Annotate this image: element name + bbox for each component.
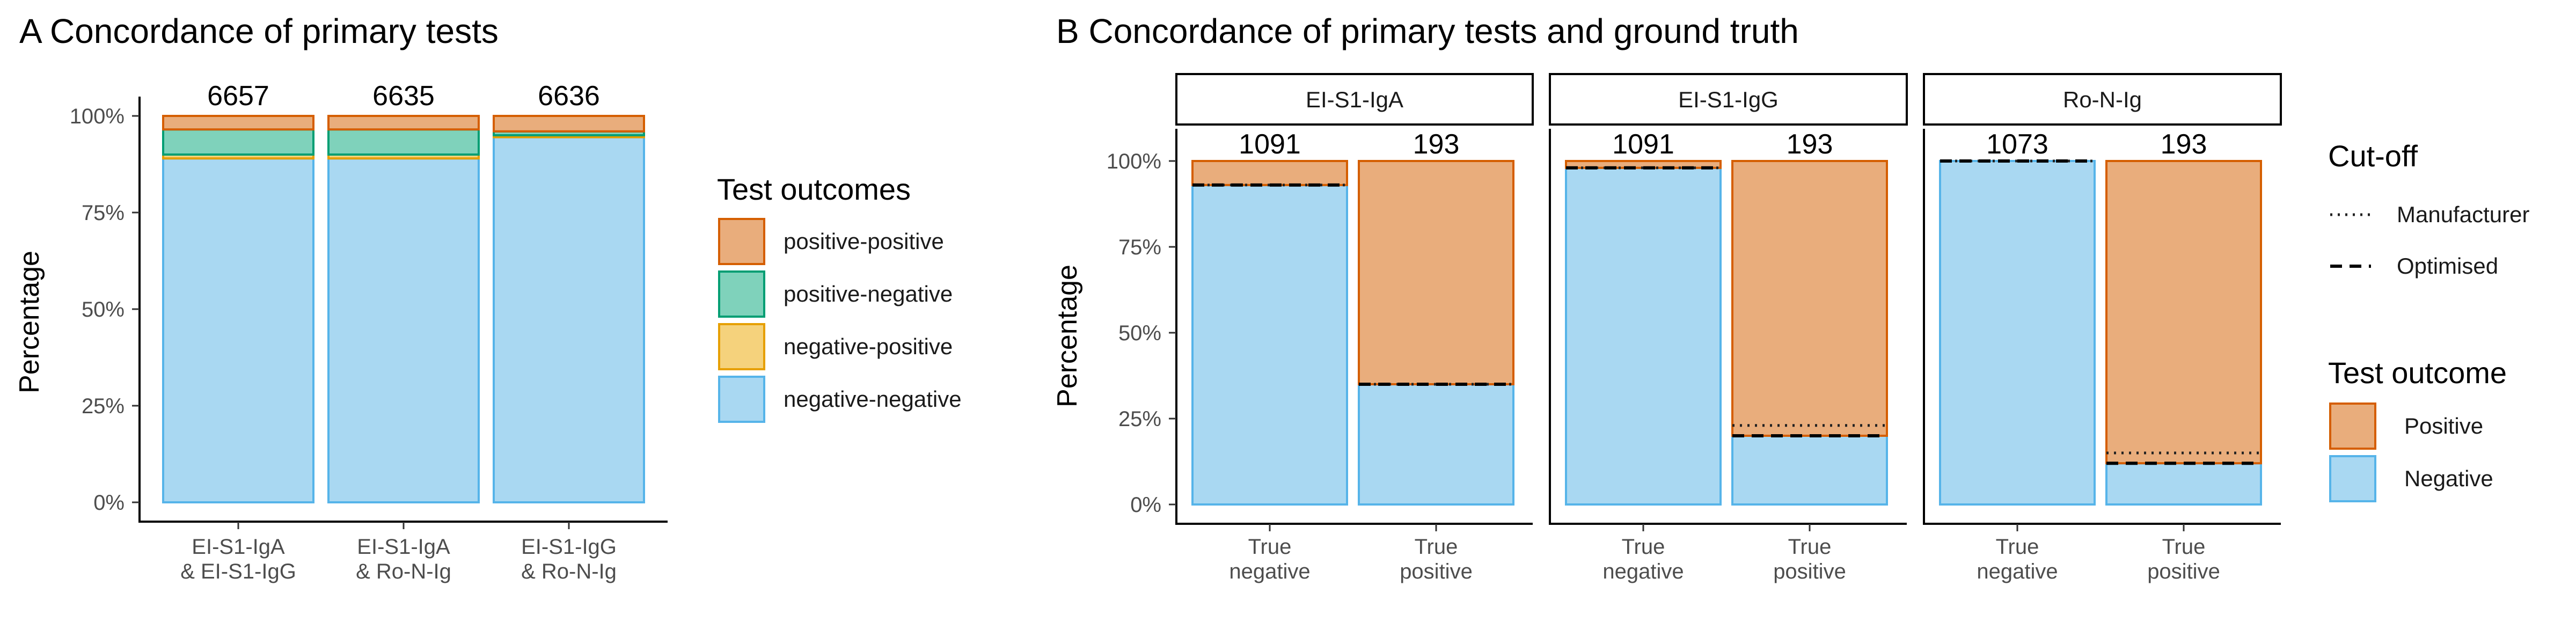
legend-outcome-swatch	[2329, 455, 2376, 502]
bar-segment-positive-positive	[327, 115, 480, 131]
y-tick-label: 50%	[82, 298, 125, 321]
legend-cutoff-title: Cut-off	[2328, 139, 2418, 173]
legend-cutoff-label: Manufacturer	[2397, 202, 2529, 227]
y-tick-label: 25%	[82, 394, 125, 418]
facet-strip-label: EI-S1-IgA	[1306, 87, 1403, 112]
bar-segment-negative-negative	[493, 136, 645, 504]
bar-segment-negative	[2105, 462, 2262, 506]
x-tick-label: True positive	[2147, 535, 2220, 583]
legend-cutoff-label: Optimised	[2397, 253, 2498, 279]
bar-count-label: 6636	[538, 80, 600, 112]
bar-segment-positive	[2105, 160, 2262, 465]
facet-strip	[1923, 73, 2282, 126]
facet-strip	[1175, 73, 1534, 126]
x-tick-label: True positive	[1400, 535, 1473, 583]
legend-outcome-swatch	[2329, 402, 2376, 450]
x-tick-label: True positive	[1773, 535, 1846, 583]
bar-segment-negative	[1565, 166, 1722, 506]
legend-label-positive-positive: positive-positive	[784, 229, 944, 254]
legend-swatch-negative-negative	[718, 376, 765, 423]
bar-count-label: 1073	[1986, 129, 2048, 160]
y-tick-label: 100%	[1107, 150, 1161, 173]
panel-a-y-axis-label: Percentage	[14, 251, 45, 393]
bar-count-label: 193	[1787, 129, 1833, 160]
legend-label-positive-negative: positive-negative	[784, 281, 953, 306]
legend-swatch-positive-positive	[718, 218, 765, 265]
y-tick-label: 0%	[93, 491, 125, 515]
legend-outcome-title: Test outcome	[2328, 356, 2507, 390]
bar-count-label: 6657	[207, 80, 269, 112]
x-tick-label: True negative	[1602, 535, 1684, 583]
bar-segment-positive-positive	[162, 115, 314, 131]
bar-segment-positive	[1731, 160, 1888, 437]
y-tick-label: 100%	[70, 105, 125, 128]
legend-label-negative-positive: negative-positive	[784, 334, 953, 359]
legend-swatch-positive-negative	[718, 270, 765, 318]
x-tick-label: True negative	[1229, 535, 1310, 583]
bar-segment-positive	[1191, 160, 1348, 186]
x-tick-label: EI-S1-IgA & EI-S1-IgG	[180, 535, 296, 583]
y-tick-label: 75%	[82, 201, 125, 225]
panel-b-title: B Concordance of primary tests and groun…	[1056, 12, 1799, 50]
bar-count-label: 193	[1413, 129, 1460, 160]
x-tick-label: EI-S1-IgA & Ro-N-Ig	[356, 535, 451, 583]
legend-outcome-label: Positive	[2404, 413, 2483, 438]
panel-a-title: A Concordance of primary tests	[19, 12, 499, 50]
bar-segment-negative	[1731, 435, 1888, 506]
legend-outcome-label: Negative	[2404, 466, 2493, 491]
legend-swatch-negative-positive	[718, 323, 765, 370]
bar-segment-positive	[1358, 160, 1514, 385]
facet-strip-label: EI-S1-IgG	[1678, 87, 1779, 112]
legend-label-negative-negative: negative-negative	[784, 386, 962, 412]
legend-a-title: Test outcomes	[717, 172, 911, 206]
y-tick-label: 25%	[1118, 407, 1161, 431]
panel-b-y-axis-label: Percentage	[1052, 265, 1083, 407]
bar-segment-negative-negative	[162, 157, 314, 503]
bar-count-label: 1091	[1239, 129, 1301, 160]
y-tick-label: 50%	[1118, 321, 1161, 345]
bar-segment-negative-negative	[327, 157, 480, 503]
x-tick-label: True negative	[1977, 535, 2058, 583]
facet-strip-label: Ro-N-Ig	[2063, 87, 2142, 112]
y-tick-label: 75%	[1118, 236, 1161, 259]
x-tick-label: EI-S1-IgG & Ro-N-Ig	[521, 535, 617, 583]
y-tick-label: 0%	[1130, 493, 1161, 517]
bar-segment-positive-positive	[493, 115, 645, 133]
bar-segment-negative	[1939, 160, 2096, 506]
bar-segment-positive-negative	[327, 128, 480, 156]
bar-count-label: 1091	[1612, 129, 1674, 160]
facet-strip	[1549, 73, 1908, 126]
bar-count-label: 193	[2161, 129, 2207, 160]
bar-segment-negative	[1358, 383, 1514, 506]
bar-segment-positive-negative	[162, 128, 314, 156]
bar-segment-negative	[1191, 184, 1348, 506]
bar-count-label: 6635	[372, 80, 435, 112]
